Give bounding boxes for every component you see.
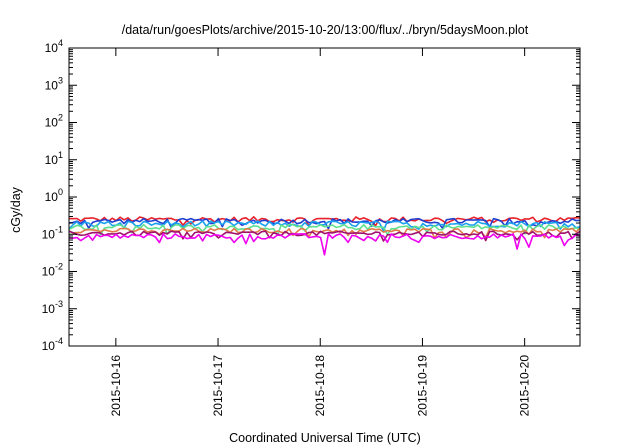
y-tick-label: 10-2 — [42, 262, 63, 279]
y-axis: 10-4 10-3 10-2 10-1 100 101 102 103 104 — [42, 38, 580, 353]
x-axis: 2015-10-16 2015-10-17 2015-10-18 2015-10-19… — [109, 48, 532, 416]
x-tick-label: 2015-10-17 — [211, 355, 225, 417]
x-tick-label: 2015-10-20 — [518, 355, 532, 417]
y-tick-label: 104 — [45, 38, 63, 55]
y-axis-title: cGy/day — [9, 186, 23, 233]
plot-frame — [68, 47, 581, 347]
y-tick-label: 103 — [45, 75, 63, 92]
y-tick-label: 102 — [45, 113, 63, 130]
series-line-3 — [68, 223, 581, 236]
y-tick-label: 101 — [45, 150, 63, 167]
x-tick-label: 2015-10-19 — [415, 355, 429, 417]
series-line-0 — [68, 216, 581, 227]
y-tick-label: 10-3 — [42, 299, 63, 316]
y-tick-label: 100 — [45, 187, 63, 204]
x-tick-label: 2015-10-18 — [313, 355, 327, 417]
series-line-6 — [68, 233, 581, 256]
x-tick-label: 2015-10-16 — [109, 355, 123, 417]
x-axis-title: Coordinated Universal Time (UTC) — [229, 431, 421, 445]
series-layer — [68, 216, 581, 256]
series-line-5 — [68, 230, 581, 242]
y-tick-label: 10-1 — [42, 224, 63, 241]
series-line-1 — [68, 217, 581, 230]
chart-title: /data/run/goesPlots/archive/2015-10-20/1… — [122, 23, 529, 37]
y-tick-label: 10-4 — [42, 336, 63, 353]
